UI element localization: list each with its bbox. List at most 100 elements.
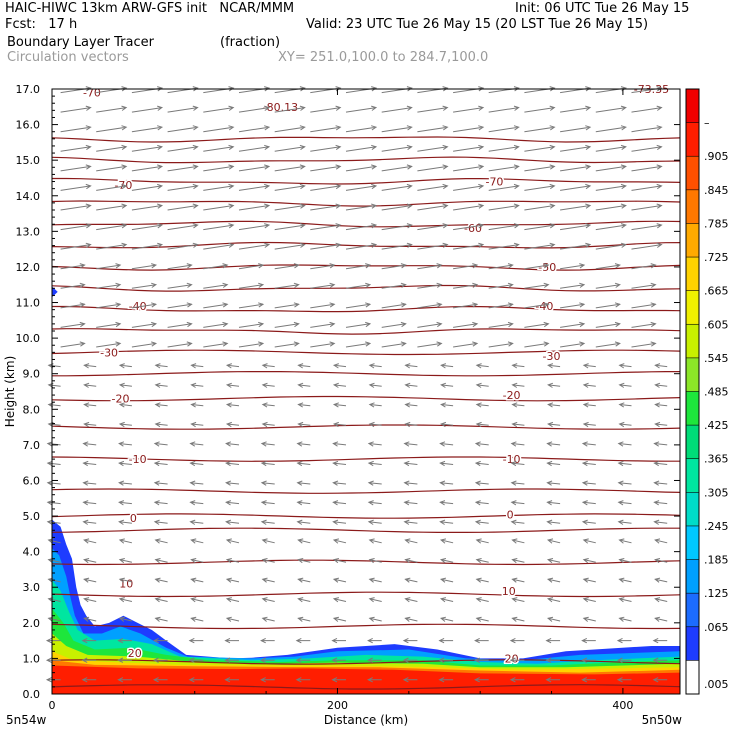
vector-arrow: [274, 105, 306, 113]
vector-arrow: [332, 460, 347, 467]
vector-arrow: [83, 363, 97, 369]
vector-arrow: [83, 538, 97, 544]
vector-arrow: [203, 263, 229, 270]
vector-arrow: [488, 105, 520, 113]
colorbar-label: .725: [704, 251, 729, 264]
vector-arrow: [295, 637, 311, 644]
vector-arrow: [153, 460, 168, 467]
vector-arrow: [488, 203, 520, 211]
vector-arrow: [167, 263, 193, 270]
vector-arrow: [381, 341, 407, 348]
colorbar-cell: [686, 156, 699, 190]
vector-arrow: [203, 242, 235, 250]
contour-line: [52, 305, 681, 313]
vector-arrow: [83, 421, 97, 428]
vector-arrow: [654, 382, 668, 388]
vector-arrow: [332, 616, 347, 622]
vector-arrow: [295, 657, 311, 663]
vector-arrow: [188, 657, 204, 663]
vector-arrow: [310, 125, 342, 133]
vector-arrow: [631, 242, 663, 250]
vector-arrow: [595, 164, 627, 172]
vector-arrow: [274, 263, 300, 270]
vector-arrow: [560, 203, 592, 211]
vector-arrow: [617, 480, 632, 486]
vector-arrow: [616, 637, 632, 644]
vector-arrow: [439, 538, 454, 544]
vector-arrow: [618, 421, 632, 428]
colorbar-cell: [686, 257, 699, 291]
vector-arrow: [595, 105, 627, 113]
vector-arrow: [225, 500, 240, 506]
vector-arrow: [310, 263, 336, 270]
vector-arrow: [403, 480, 418, 486]
vector-arrow: [190, 363, 204, 369]
vector-arrow: [417, 164, 449, 172]
vector-arrow: [345, 164, 378, 172]
vector-arrow: [453, 86, 485, 94]
vector-arrow: [118, 500, 132, 506]
contour-label: -10: [129, 453, 147, 466]
vector-arrow: [582, 363, 596, 369]
vector-arrow: [488, 341, 514, 348]
vector-arrow: [225, 441, 240, 447]
contour-line: [51, 659, 681, 665]
vector-arrow: [546, 441, 561, 447]
vector-arrow: [190, 597, 204, 603]
vector-arrow: [167, 282, 193, 289]
vector-arrow: [618, 616, 632, 622]
vector-arrow: [96, 183, 128, 191]
vector-arrow: [618, 363, 632, 369]
vector-arrow: [345, 282, 372, 289]
vector-arrow: [118, 558, 133, 564]
vector-arrow: [297, 558, 311, 564]
vector-arrow: [404, 382, 418, 388]
vector-arrow: [474, 441, 489, 447]
y-tick-label: 12.0: [16, 261, 41, 274]
vector-arrow: [654, 558, 668, 564]
vector-arrow: [81, 637, 97, 644]
vector-arrow: [524, 86, 556, 94]
vector-arrow: [404, 363, 418, 369]
colorbar-label: .605: [704, 318, 729, 331]
vector-arrow: [475, 577, 489, 583]
vector-arrow: [274, 341, 300, 348]
vector-arrow: [453, 183, 485, 191]
vector-arrow: [453, 302, 479, 309]
vector-arrow: [560, 105, 592, 113]
vector-arrow: [154, 538, 168, 544]
vector-arrow: [117, 637, 132, 644]
vector-arrow: [238, 263, 265, 270]
vector-arrow: [310, 144, 342, 152]
vector-arrow: [368, 363, 382, 369]
vector-arrow: [261, 382, 275, 388]
vector-arrow: [631, 144, 663, 152]
vector-arrow: [118, 421, 132, 428]
contour-line: [51, 456, 680, 462]
vector-arrow: [417, 86, 449, 94]
vector-arrow: [154, 597, 168, 603]
vector-arrow: [190, 402, 204, 408]
vector-arrow: [474, 637, 489, 644]
vector-arrow: [368, 421, 382, 428]
vector-arrow: [274, 321, 300, 328]
colorbar-label: .485: [704, 386, 729, 399]
vector-arrow: [368, 616, 382, 622]
vector-arrow: [546, 577, 561, 583]
vector-arrow: [260, 657, 275, 663]
colorbar-cell: [686, 89, 699, 123]
vector-arrow: [189, 460, 204, 467]
vector-arrow: [310, 341, 336, 348]
contour-line: [51, 527, 680, 533]
vector-arrow: [154, 616, 168, 622]
vector-arrow: [261, 558, 275, 564]
vector-arrow: [440, 363, 454, 369]
vector-arrow: [582, 616, 596, 622]
vector-arrow: [367, 657, 382, 663]
vector-arrow: [652, 637, 668, 644]
colorbar-label: .845: [704, 184, 729, 197]
vector-arrow: [274, 164, 306, 172]
vector-arrow: [475, 382, 489, 388]
contour-label: -30: [100, 346, 118, 359]
vector-arrow: [152, 677, 168, 683]
